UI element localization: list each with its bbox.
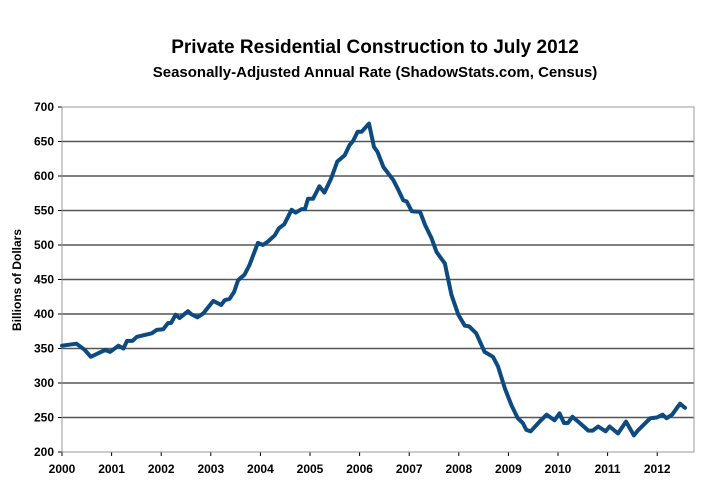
x-tick-label: 2003 xyxy=(197,462,224,476)
y-tick-label: 250 xyxy=(34,411,54,425)
x-tick-label: 2006 xyxy=(346,462,373,476)
x-tick-label: 2004 xyxy=(247,462,274,476)
y-tick-label: 600 xyxy=(34,169,54,183)
x-tick-label: 2009 xyxy=(495,462,522,476)
x-tick-label: 2001 xyxy=(98,462,125,476)
plot-area-border xyxy=(61,106,695,453)
chart-subtitle: Seasonally-Adjusted Annual Rate (ShadowS… xyxy=(152,64,598,81)
chart-title: Private Residential Construction to July… xyxy=(171,37,579,58)
x-tick-label: 2010 xyxy=(545,462,572,476)
y-tick-label: 300 xyxy=(34,376,54,390)
y-tick-label: 500 xyxy=(34,238,54,252)
x-tick-label: 2005 xyxy=(297,462,324,476)
y-tick-label: 350 xyxy=(34,342,54,356)
y-tick-label: 450 xyxy=(34,273,54,287)
x-tick-label: 2002 xyxy=(148,462,175,476)
x-tick-label: 2000 xyxy=(49,462,76,476)
y-tick-label: 400 xyxy=(34,307,54,321)
y-tick-label: 650 xyxy=(34,135,54,149)
x-tick-label: 2007 xyxy=(396,462,423,476)
y-tick-label: 700 xyxy=(34,100,54,114)
x-tick-label: 2008 xyxy=(445,462,472,476)
series-line xyxy=(60,121,687,438)
x-tick-label: 2012 xyxy=(644,462,671,476)
y-tick-label: 200 xyxy=(34,445,54,459)
y-axis-label: Billions of Dollars xyxy=(10,229,24,331)
x-tick-label: 2011 xyxy=(595,462,621,476)
y-tick-label: 550 xyxy=(34,204,54,218)
